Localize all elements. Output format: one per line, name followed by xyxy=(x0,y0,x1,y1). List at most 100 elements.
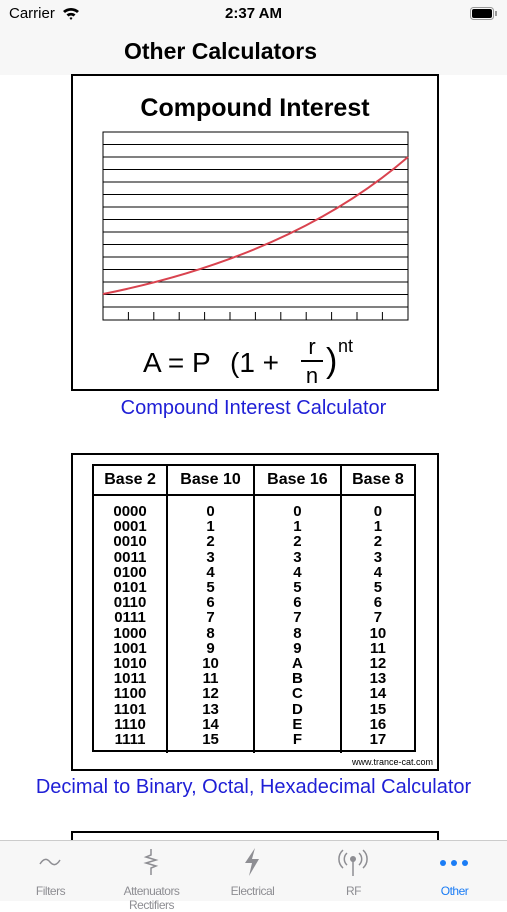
table-cell: 5 xyxy=(166,580,254,596)
table-row: 1111 15 F 17 xyxy=(94,731,414,754)
table-cell: 1 xyxy=(339,519,414,535)
table-row: 0110 6 6 6 xyxy=(94,594,414,612)
table-cell: 7 xyxy=(252,610,341,626)
image-title: Compound Interest xyxy=(140,94,370,122)
compound-interest-image: Compound Interest A = P (1 + r n ) nt xyxy=(102,94,409,388)
table-row: 0100 4 4 4 xyxy=(94,563,414,581)
table-cell: 12 xyxy=(339,656,414,672)
table-cell: 2 xyxy=(252,534,341,550)
tab[interactable]: RF xyxy=(303,841,404,901)
table-cell: 11 xyxy=(339,641,414,657)
table-cell: 4 xyxy=(339,565,414,581)
table-row: 1010 10 A 12 xyxy=(94,655,414,673)
table-cell: A xyxy=(252,656,341,672)
tab[interactable]: Other xyxy=(404,841,505,901)
table-cell: 8 xyxy=(166,625,254,641)
table-cell: 3 xyxy=(339,549,414,565)
table-cell: 10 xyxy=(166,656,254,672)
table-header: Base 8 xyxy=(339,466,414,496)
table-row: 1001 9 9 11 xyxy=(94,639,414,657)
table-cell: 0001 xyxy=(113,518,147,536)
table-row: 1110 14 E 16 xyxy=(94,715,414,733)
table-cell: 12 xyxy=(166,686,254,702)
table-cell: 0100 xyxy=(113,563,147,581)
table-cell: 9 xyxy=(166,641,254,657)
table-cell: 6 xyxy=(166,595,254,611)
table-cell: D xyxy=(252,701,341,717)
table-cell: 0 xyxy=(166,495,254,520)
table-cell: 0101 xyxy=(113,579,147,597)
table-cell: C xyxy=(252,686,341,702)
table-cell: 13 xyxy=(166,701,254,717)
table-cell: 2 xyxy=(166,534,254,550)
tab-label: Filters xyxy=(35,884,66,898)
table-cell: 16 xyxy=(339,717,414,733)
table-cell: 1 xyxy=(166,519,254,535)
table-cell: 1101 xyxy=(113,700,147,718)
tab[interactable]: Attenuators Rectifiers xyxy=(101,841,202,912)
table-cell: 0111 xyxy=(114,609,146,627)
table-cell: 7 xyxy=(339,610,414,626)
table-cell: 1011 xyxy=(113,670,147,688)
table-cell: 6 xyxy=(252,595,341,611)
formula-open: (1 + xyxy=(230,347,279,378)
table-cell: 5 xyxy=(252,580,341,596)
tab-label: Electrical xyxy=(230,884,275,898)
table-row: 1100 12 C 14 xyxy=(94,685,414,703)
table-row: 0011 3 3 3 xyxy=(94,549,414,565)
table-cell: 15 xyxy=(166,732,254,754)
table-row: 0101 5 5 5 xyxy=(94,579,414,597)
table-row: 0010 2 2 2 xyxy=(94,533,414,551)
image-card[interactable]: Compound Interest A = P (1 + r n ) nt xyxy=(71,74,439,391)
table-row: 0001 1 1 1 xyxy=(94,518,414,536)
formula-numerator: r xyxy=(308,334,315,359)
table-cell: 1100 xyxy=(113,685,147,703)
clock: 2:37 AM xyxy=(225,5,282,22)
table-cell: 1001 xyxy=(113,639,147,657)
table-cell: 1110 xyxy=(114,715,146,733)
table-cell: 0010 xyxy=(113,533,147,551)
table-cell: 1111 xyxy=(114,731,146,749)
table-cell: E xyxy=(252,717,341,733)
table-cell: 9 xyxy=(252,641,341,657)
tab-label: Attenuators Rectifiers xyxy=(123,884,180,912)
table-cell: 0110 xyxy=(113,594,147,612)
tab-label: RF xyxy=(346,884,362,898)
table-cell: 6 xyxy=(339,595,414,611)
table-row: 1101 13 D 15 xyxy=(94,700,414,718)
table-cell: 5 xyxy=(339,580,414,596)
table-cell: B xyxy=(252,671,341,687)
table-row: 1011 11 B 13 xyxy=(94,670,414,688)
image-card[interactable]: Base 2 Base 10 Base 16 Base 8 0000 0 0 0 0001 1 1… xyxy=(71,453,439,771)
table-cell: 1000 xyxy=(113,624,147,642)
table-cell: 17 xyxy=(339,732,414,754)
table-cell: 0000 xyxy=(113,503,147,520)
table-header: Base 16 xyxy=(252,466,341,496)
status-bar: Carrier 2:37 AM xyxy=(0,0,507,28)
table-cell: 4 xyxy=(166,565,254,581)
tab-label: Other xyxy=(440,884,469,898)
table-cell: 11 xyxy=(166,671,254,687)
table-cell: 8 xyxy=(252,625,341,641)
wifi-icon xyxy=(63,7,79,20)
table-cell: 1 xyxy=(252,519,341,535)
formula-exponent: nt xyxy=(338,336,353,356)
table-cell: 3 xyxy=(252,549,341,565)
table-header: Base 2 xyxy=(94,466,168,496)
base-table-frame: Base 2 Base 10 Base 16 Base 8 0000 0 0 0 0001 1 1… xyxy=(92,464,416,754)
table-header: Base 10 xyxy=(166,466,254,496)
table-cell: 3 xyxy=(166,549,254,565)
table-cell: 4 xyxy=(252,565,341,581)
tab[interactable]: Filters xyxy=(0,841,101,901)
table-cell: 1010 xyxy=(113,655,147,673)
carrier: Carrier xyxy=(9,5,55,22)
table-row: 0000 0 0 0 xyxy=(94,495,414,520)
calculator-link[interactable]: Compound Interest Calculator xyxy=(120,397,387,419)
image-credit: www.trance-cat.com xyxy=(351,757,433,767)
table-cell: 0 xyxy=(339,495,414,520)
calculator-link[interactable]: Decimal to Binary, Octal, Hexadecimal Ca… xyxy=(35,776,472,798)
battery-icon xyxy=(470,7,497,20)
table-cell: 7 xyxy=(166,610,254,626)
tab[interactable]: Electrical xyxy=(202,841,303,901)
